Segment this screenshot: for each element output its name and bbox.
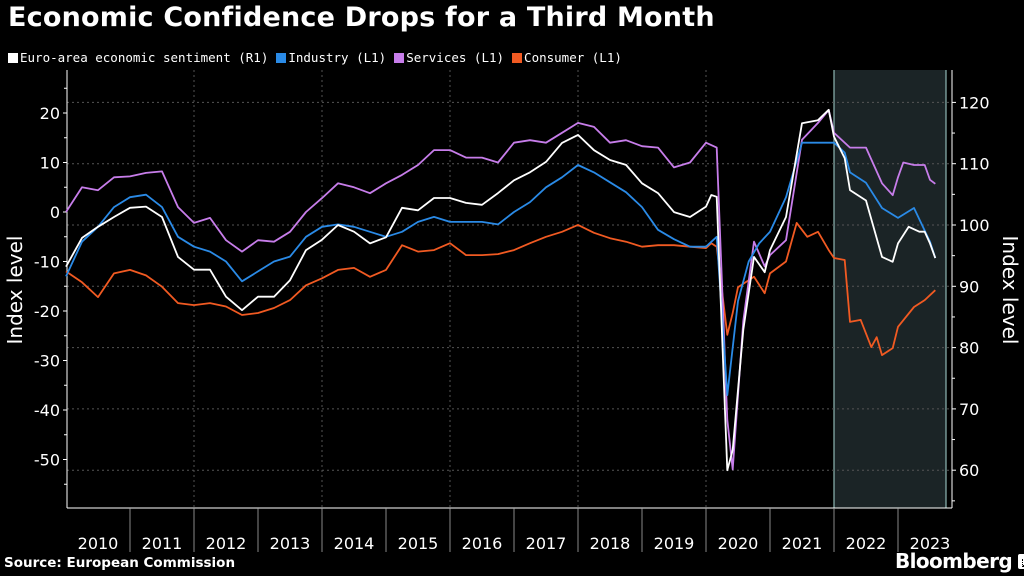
left-tick-label: -50 bbox=[34, 451, 60, 470]
left-tick-label: -40 bbox=[34, 401, 60, 420]
right-tick-label: 120 bbox=[959, 93, 990, 112]
x-tick-label: 2018 bbox=[590, 534, 631, 553]
x-tick-label: 2017 bbox=[526, 534, 567, 553]
legend-item-industry: Industry (L1) bbox=[276, 50, 386, 65]
legend-swatch bbox=[394, 52, 405, 63]
chart-title: Economic Confidence Drops for a Third Mo… bbox=[8, 2, 715, 33]
x-tick-label: 2019 bbox=[654, 534, 695, 553]
shaded-period bbox=[834, 70, 946, 508]
right-tick-label: 100 bbox=[959, 216, 990, 235]
bloomberg-logo-icon bbox=[1018, 553, 1024, 569]
legend-label: Consumer (L1) bbox=[524, 50, 622, 65]
legend-label: Industry (L1) bbox=[288, 50, 387, 65]
x-tick-label: 2010 bbox=[78, 534, 119, 553]
x-tick-label: 2015 bbox=[398, 534, 439, 553]
logo-text: Bloomberg bbox=[895, 549, 1013, 573]
x-tick-label: 2022 bbox=[846, 534, 887, 553]
legend-swatch bbox=[512, 52, 523, 63]
series-line-services bbox=[65, 109, 936, 471]
legend-swatch bbox=[276, 52, 287, 63]
series-line-industry bbox=[65, 141, 937, 396]
legend-label: Euro-area economic sentiment (R1) bbox=[20, 50, 269, 65]
right-tick-label: 60 bbox=[959, 461, 979, 480]
x-tick-label: 2013 bbox=[270, 534, 311, 553]
right-tick-label: 70 bbox=[959, 400, 979, 419]
legend-item-sentiment: Euro-area economic sentiment (R1) bbox=[8, 50, 268, 65]
x-tick-label: 2012 bbox=[206, 534, 247, 553]
legend-item-services: Services (L1) bbox=[394, 50, 504, 65]
legend-label: Services (L1) bbox=[406, 50, 505, 65]
series-line-consumer bbox=[65, 222, 936, 356]
right-tick-label: 80 bbox=[959, 339, 979, 358]
right-tick-label: 90 bbox=[959, 277, 979, 296]
left-axis-title: Index level bbox=[3, 236, 27, 345]
legend: Euro-area economic sentiment (R1) Indust… bbox=[8, 50, 622, 65]
bloomberg-logo: Bloomberg bbox=[895, 549, 1024, 573]
left-tick-label: 0 bbox=[50, 203, 60, 222]
left-tick-label: -20 bbox=[34, 302, 60, 321]
left-tick-label: -30 bbox=[34, 352, 60, 371]
left-tick-label: -10 bbox=[34, 253, 60, 272]
x-tick-label: 2023 bbox=[910, 534, 951, 553]
x-tick-label: 2011 bbox=[142, 534, 183, 553]
x-tick-label: 2021 bbox=[782, 534, 823, 553]
left-tick-label: 20 bbox=[40, 104, 60, 123]
x-tick-label: 2016 bbox=[462, 534, 503, 553]
legend-swatch bbox=[8, 52, 18, 63]
left-tick-label: 10 bbox=[40, 154, 60, 173]
right-axis-title: Index level bbox=[998, 236, 1022, 345]
legend-item-consumer: Consumer (L1) bbox=[512, 50, 622, 65]
x-tick-label: 2020 bbox=[718, 534, 759, 553]
series-line-euro-area bbox=[65, 108, 937, 472]
source-note: Source: European Commission bbox=[4, 555, 236, 571]
x-tick-label: 2014 bbox=[334, 534, 375, 553]
right-tick-label: 110 bbox=[959, 155, 990, 174]
